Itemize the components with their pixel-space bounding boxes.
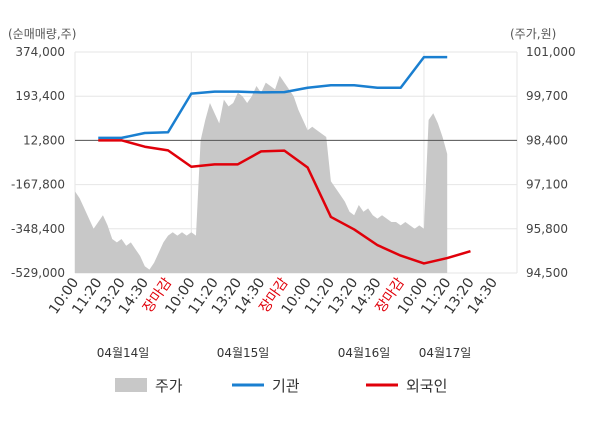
right-tick-label: 97,100 [526,178,568,192]
date-label: 04월15일 [217,346,270,360]
legend: 주가 기관 외국인 [115,377,447,395]
left-axis-unit: (순매매량,주) [8,27,76,41]
right-tick-label: 101,000 [526,45,576,59]
left-axis: 374,000 193,400 12,800 -167,800 -348,400 -529… [11,45,65,280]
left-tick-label: -348,400 [11,222,65,236]
investor-lines [98,55,471,265]
right-tick-label: 98,400 [526,133,568,147]
date-label: 04월17일 [419,346,472,360]
left-tick-label: 12,800 [23,133,65,147]
right-axis-unit: (주가,원) [510,27,556,41]
x-axis: 10:0011:2013:2014:30장마감10:0011:2013:2014… [46,275,501,317]
legend-label-institution: 기관 [272,377,300,395]
date-labels: 04월14일 04월15일 04월16일 04월17일 [97,346,472,360]
legend-label-foreign: 외국인 [406,377,447,395]
right-tick-label: 94,500 [526,266,568,280]
legend-label-price: 주가 [155,377,183,395]
right-tick-label: 99,700 [526,89,568,103]
right-tick-label: 95,800 [526,222,568,236]
price-area [75,75,448,273]
legend-swatch-price [115,378,147,392]
left-tick-label: 193,400 [15,89,65,103]
price-area-series [75,75,517,273]
left-tick-label: -167,800 [11,178,65,192]
foreign-line [98,139,471,265]
right-axis: 101,000 99,700 98,400 97,100 95,800 94,500 [526,45,576,280]
date-label: 04월16일 [338,346,391,360]
institution-line [98,55,448,140]
left-tick-label: -529,000 [11,266,65,280]
left-tick-label: 374,000 [15,45,65,59]
date-label: 04월14일 [97,346,150,360]
